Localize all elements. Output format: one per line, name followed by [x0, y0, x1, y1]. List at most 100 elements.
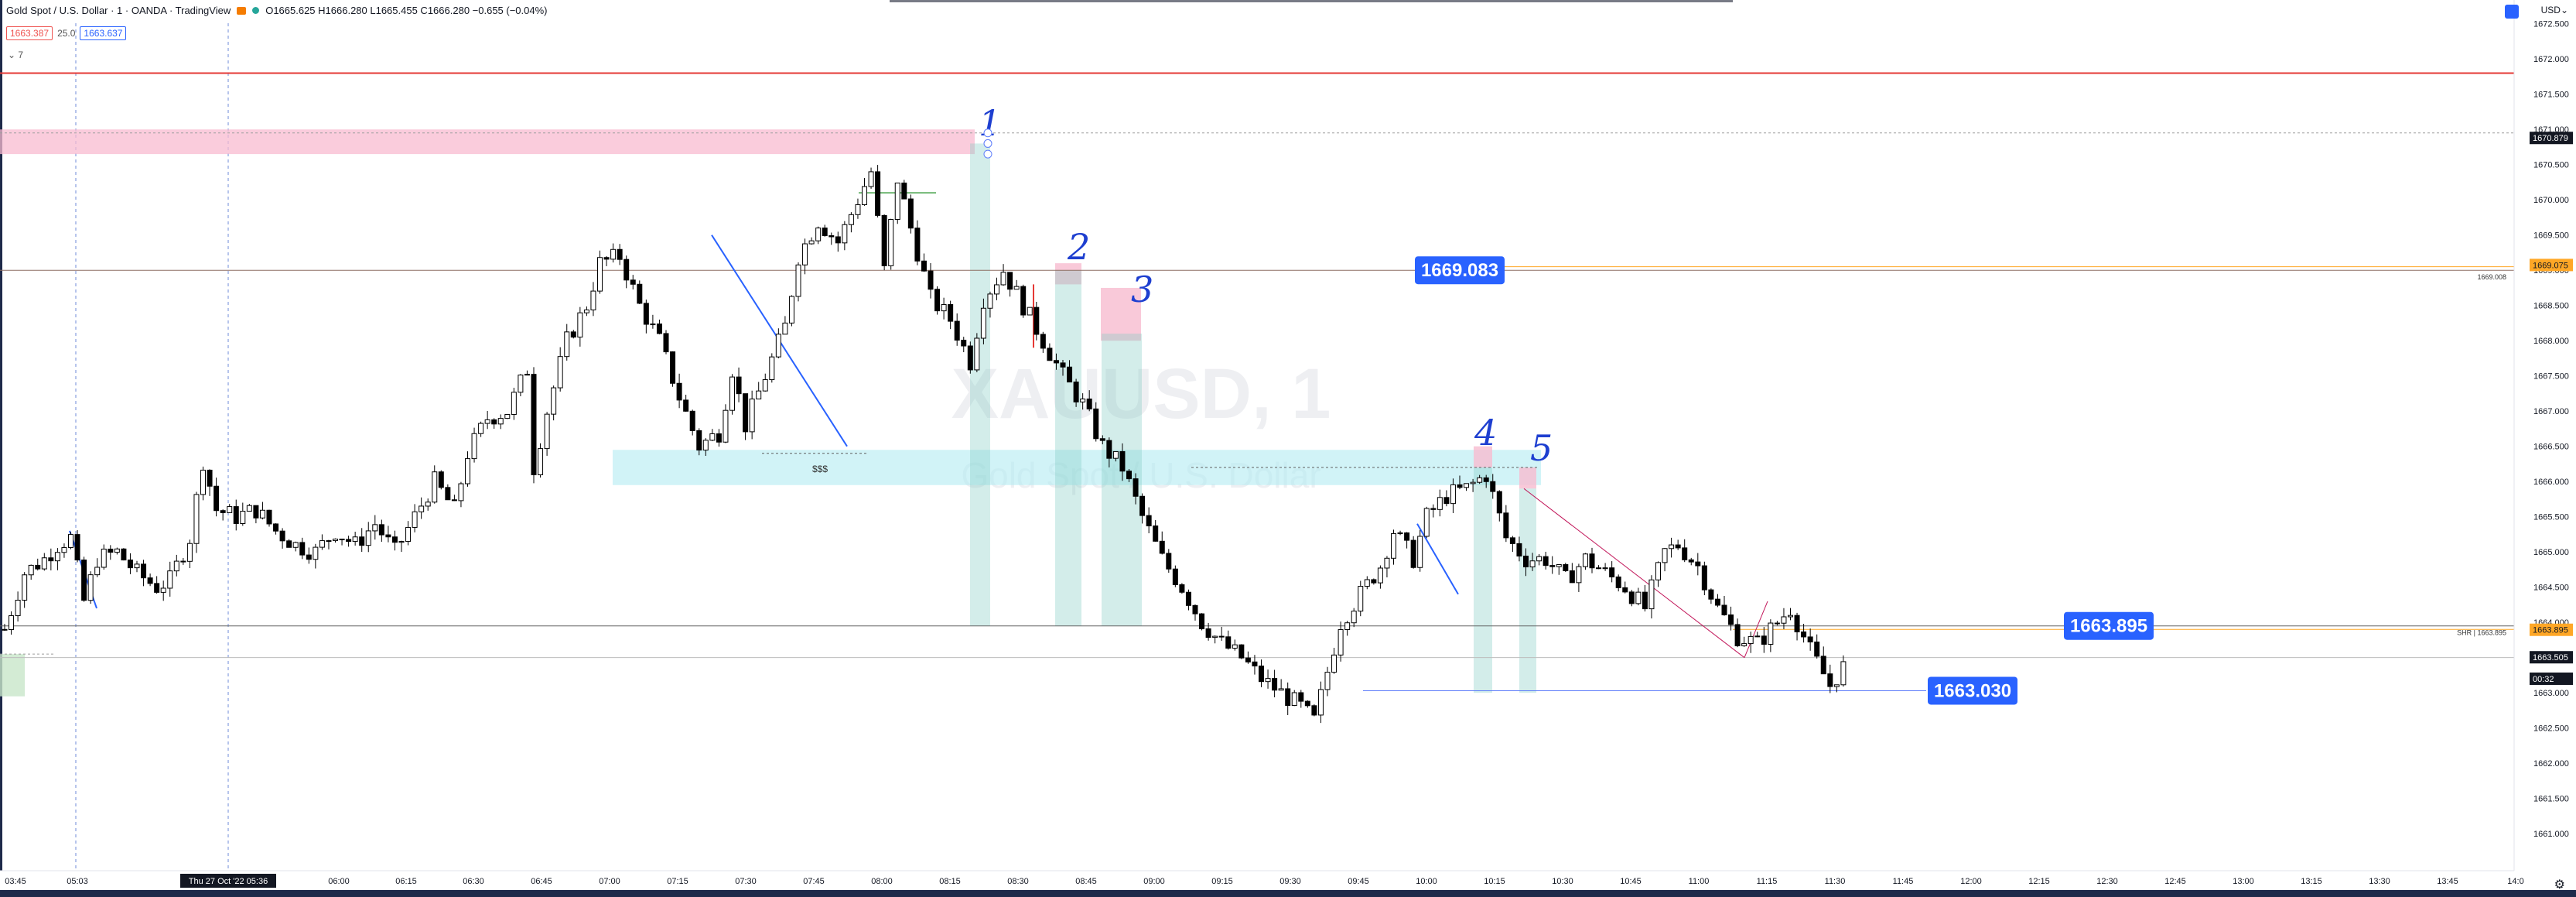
price-axis-label-bg: [2530, 132, 2573, 145]
trendline-magenta: [1744, 601, 1768, 658]
candle-body: [1443, 497, 1450, 505]
candle-body: [227, 506, 233, 513]
symbol-title[interactable]: Gold Spot / U.S. Dollar · 1 · OANDA · Tr…: [6, 5, 231, 16]
candle-body: [643, 303, 649, 325]
candle-body: [1344, 622, 1351, 631]
candle-body: [220, 510, 226, 513]
candle-body: [1278, 688, 1284, 691]
candle-body: [656, 324, 662, 334]
candle-body: [1529, 560, 1536, 567]
candle-body: [1033, 306, 1040, 335]
drawing-handle[interactable]: [983, 149, 992, 159]
candle-body: [253, 505, 259, 519]
bottom-border: [0, 890, 2576, 897]
candle-body: [1371, 579, 1377, 584]
drawing-handle[interactable]: [983, 128, 992, 138]
candle-body: [1655, 562, 1661, 580]
settings-gear-icon[interactable]: ⚙: [2554, 878, 2565, 892]
candle-body: [914, 228, 921, 262]
time-tick-label: 10:15: [1484, 877, 1505, 886]
candle-body: [94, 567, 101, 576]
candle-body: [802, 243, 808, 265]
price-tick-label: 1664.500: [2533, 584, 2569, 593]
candle-body: [1543, 556, 1549, 567]
candle-body: [141, 563, 147, 579]
price-axis-label-bg: [2530, 651, 2573, 664]
candle-body: [1364, 579, 1370, 587]
candle-body: [147, 577, 153, 584]
candle-body: [1404, 532, 1410, 541]
candle-body: [1662, 548, 1668, 563]
candle-body: [1820, 656, 1826, 675]
time-tick-label: 12:45: [2164, 877, 2186, 886]
candle-body: [1576, 566, 1582, 584]
candle-body: [597, 257, 603, 292]
candle-body: [531, 374, 537, 475]
ohlc-values: O1665.625 H1666.280 L1665.455 C1666.280 …: [265, 5, 548, 16]
candle-body: [1291, 692, 1297, 707]
candle-body: [1324, 672, 1331, 690]
candle-body: [1060, 362, 1066, 368]
time-tick-label: 07:15: [667, 877, 688, 886]
short-position-zone: [1519, 488, 1536, 693]
candle-body: [1503, 512, 1509, 539]
price-axis-label: 1663.895: [2533, 626, 2568, 635]
candle-body: [1596, 567, 1602, 570]
candle-body: [233, 506, 239, 524]
candle-body: [1516, 543, 1522, 556]
candle-body: [1417, 536, 1423, 568]
alert-icon[interactable]: [2505, 5, 2519, 19]
indicators-collapse-button[interactable]: ⌄ 7: [8, 50, 24, 60]
time-tick-label: 08:15: [939, 877, 961, 886]
candle-body: [1635, 591, 1642, 604]
sell-button[interactable]: 1663.387: [6, 26, 53, 40]
candle-body: [928, 270, 934, 290]
candle-body: [828, 235, 835, 238]
currency-menu[interactable]: USD⌄: [2540, 5, 2568, 15]
supply-zone: [0, 129, 975, 155]
candle-body: [273, 523, 279, 532]
annotation-number-2: 2: [1067, 226, 1090, 268]
candle-body: [1470, 481, 1476, 484]
candle-body: [292, 542, 299, 548]
candle-body: [868, 171, 874, 187]
buy-button[interactable]: 1663.637: [80, 26, 127, 40]
candle-body: [22, 574, 28, 601]
candle-body: [921, 260, 927, 272]
candle-body: [1423, 508, 1430, 537]
candle-body: [28, 564, 34, 576]
candle-body: [412, 511, 418, 528]
candle-body: [1139, 495, 1146, 516]
candle-body: [101, 548, 107, 568]
candle-body: [769, 356, 775, 381]
price-axis-label-bg: [2530, 258, 2573, 272]
candle-body: [306, 554, 312, 560]
time-tick-label: 06:15: [395, 877, 417, 886]
candle-body: [319, 540, 325, 548]
time-axis[interactable]: [0, 871, 2576, 890]
price-tick-label: 1663.000: [2533, 689, 2569, 698]
candle-body: [1589, 553, 1595, 569]
candle-body: [391, 536, 398, 543]
drawing-handle[interactable]: [983, 139, 992, 148]
candle-body: [603, 257, 610, 260]
candle-body: [1833, 684, 1840, 687]
candle-body: [1259, 666, 1264, 683]
candle-body: [1457, 484, 1463, 488]
candle-body: [670, 351, 676, 384]
candle-body: [9, 615, 15, 631]
candle-body: [471, 433, 477, 460]
candle-body: [398, 541, 405, 543]
candle-body: [365, 530, 371, 546]
time-tick-label: 13:45: [2437, 877, 2458, 886]
candle-body: [961, 340, 967, 347]
candle-body: [1450, 484, 1456, 505]
candle-body: [974, 337, 980, 371]
price-axis[interactable]: [2514, 0, 2576, 871]
candle-body: [1496, 491, 1502, 514]
candle-body: [1146, 515, 1152, 527]
candle-body: [1172, 568, 1178, 585]
candle-body: [901, 182, 907, 200]
time-tick-label: 06:00: [328, 877, 350, 886]
